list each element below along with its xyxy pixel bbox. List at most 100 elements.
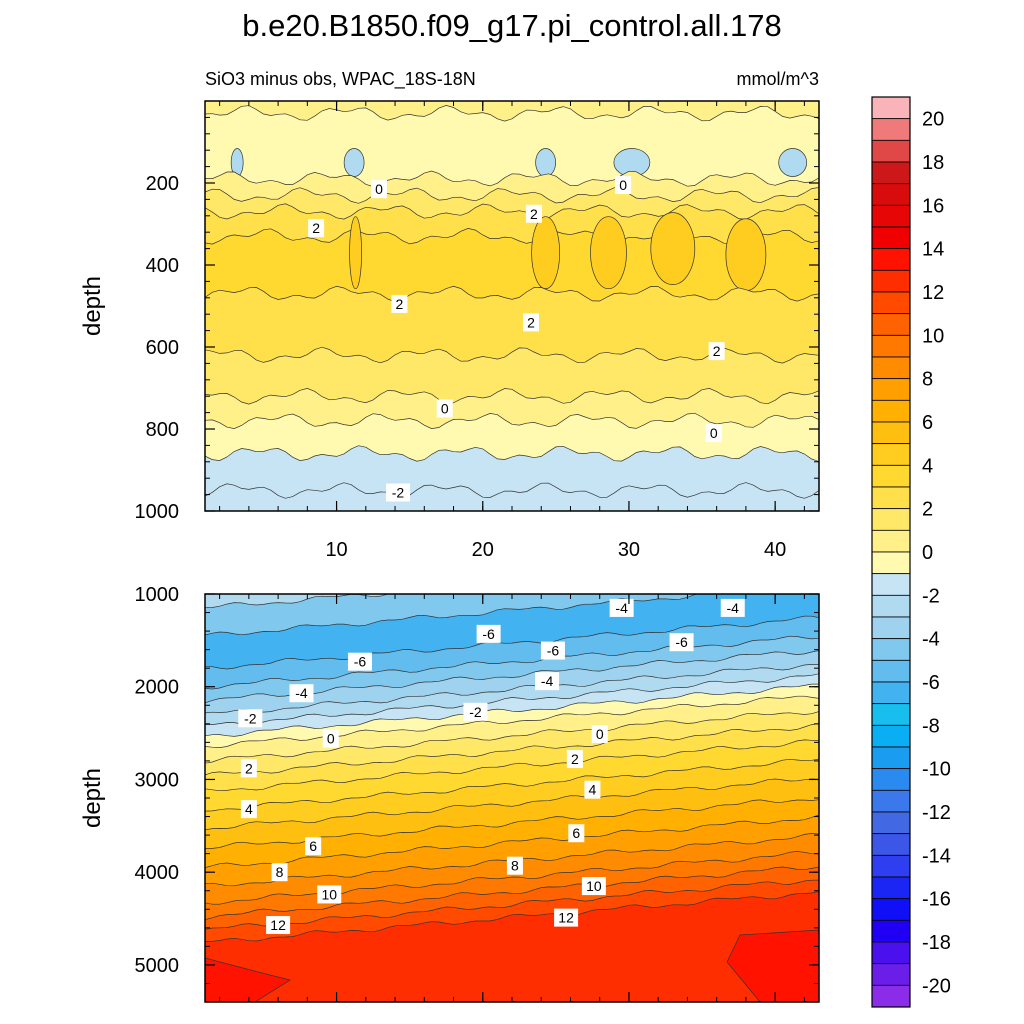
contour-label: 2 bbox=[245, 760, 253, 776]
contour-blob bbox=[650, 212, 696, 285]
colorbar-cell bbox=[871, 659, 911, 683]
contour-band bbox=[205, 482, 819, 511]
colorbar-cell bbox=[871, 443, 911, 466]
y-tick-label: 600 bbox=[146, 337, 179, 359]
contour-label: 2 bbox=[396, 296, 404, 312]
contour-label: 2 bbox=[571, 751, 579, 767]
colorbar-cell bbox=[871, 161, 911, 185]
contour-label: -4 bbox=[295, 685, 308, 701]
contour-label: -2 bbox=[244, 710, 257, 726]
contour-label: -6 bbox=[354, 654, 367, 670]
y-tick-label: 2000 bbox=[135, 677, 180, 699]
contour-label-box bbox=[391, 294, 408, 313]
contour-label: -2 bbox=[469, 704, 482, 720]
contour-label: 8 bbox=[511, 858, 519, 874]
y-tick-label: 5000 bbox=[135, 955, 180, 977]
colorbar-cell bbox=[871, 529, 911, 553]
contour-label: 0 bbox=[619, 177, 627, 193]
contour-label-box bbox=[523, 313, 540, 332]
contour-label-box bbox=[584, 780, 601, 799]
contour-label: 2 bbox=[312, 220, 320, 236]
colorbar-label: 2 bbox=[922, 499, 933, 521]
y-axis-label: depth bbox=[79, 768, 106, 828]
colorbar-cell bbox=[871, 204, 911, 228]
colorbar-cell bbox=[871, 594, 911, 618]
colorbar-cell bbox=[871, 768, 911, 791]
colorbar-label: 12 bbox=[922, 282, 944, 304]
contour-label-box bbox=[271, 863, 288, 882]
colorbar-label: 8 bbox=[922, 369, 933, 391]
x-tick-label: 40 bbox=[764, 539, 786, 561]
contour-label: 4 bbox=[589, 782, 597, 798]
y-tick-label: 4000 bbox=[135, 862, 180, 884]
contour-label-box bbox=[289, 684, 314, 703]
colorbar-cell bbox=[871, 183, 911, 206]
x-tick-label: 20 bbox=[472, 539, 494, 561]
colorbar-cell bbox=[871, 421, 911, 445]
colorbar-cell bbox=[871, 291, 911, 315]
contour-label-box bbox=[308, 219, 325, 238]
plot-area: 0 0 2 2 2 2 2 0 0 -2 bbox=[205, 101, 819, 511]
contour-label: 0 bbox=[710, 425, 718, 441]
contour-label: -6 bbox=[675, 634, 688, 650]
colorbar-label: -18 bbox=[922, 932, 951, 954]
y-tick-label: 1000 bbox=[135, 584, 180, 606]
colorbar-label: -14 bbox=[922, 845, 951, 867]
colorbar-cell bbox=[871, 551, 911, 575]
contour-label: -4 bbox=[541, 673, 554, 689]
contour-label-box bbox=[540, 641, 565, 660]
contour-label: 12 bbox=[270, 917, 286, 933]
colorbar-frame bbox=[871, 96, 911, 1008]
colorbar-label: -20 bbox=[922, 975, 951, 997]
colorbar-cell bbox=[871, 573, 911, 596]
units-label: mmol/m^3 bbox=[737, 69, 819, 89]
y-tick-label: 200 bbox=[146, 173, 179, 195]
contour-label-box bbox=[240, 800, 257, 819]
contour-label-box bbox=[554, 908, 579, 927]
colorbar-label: 16 bbox=[922, 195, 944, 217]
colorbar-cell bbox=[871, 919, 911, 943]
bottom-panel: -4 -4-6-6-6-6-4-4-2-200224466881010121210… bbox=[79, 584, 820, 1003]
contour-label-box bbox=[347, 652, 372, 671]
contour-blob bbox=[531, 216, 560, 290]
contour-label-box bbox=[609, 598, 634, 617]
chart-subtitle: SiO3 minus obs, WPAC_18S-18N bbox=[205, 69, 476, 90]
colorbar-cell bbox=[871, 118, 911, 141]
chart-title: b.e20.B1850.f09_g17.pi_control.all.178 bbox=[242, 8, 782, 43]
colorbar-label: 4 bbox=[922, 455, 933, 477]
contour-label-box bbox=[322, 729, 339, 748]
y-tick-label: 400 bbox=[146, 255, 179, 277]
contour-label-box bbox=[591, 725, 608, 744]
contour-blob bbox=[205, 957, 291, 1002]
contour-blob bbox=[535, 148, 556, 177]
y-tick-label: 1000 bbox=[135, 501, 180, 523]
contour-label: 2 bbox=[713, 343, 721, 359]
contour-label: 10 bbox=[586, 878, 602, 894]
colorbar-label: -10 bbox=[922, 759, 951, 781]
colorbar-cell bbox=[871, 746, 911, 770]
contour-label: 8 bbox=[276, 864, 284, 880]
colorbar-cell bbox=[871, 789, 911, 813]
contour-label: 4 bbox=[245, 801, 253, 817]
colorbar-cell bbox=[871, 616, 911, 640]
contour-blob bbox=[778, 148, 808, 177]
contour-label: -4 bbox=[727, 600, 740, 616]
contour-label: 6 bbox=[309, 838, 317, 854]
y-tick-label: 3000 bbox=[135, 769, 180, 791]
contour-label: 2 bbox=[530, 206, 538, 222]
contour-blob bbox=[343, 148, 365, 177]
contour-label-box bbox=[370, 180, 387, 199]
colorbar-cell bbox=[871, 724, 911, 748]
contour-label-box bbox=[317, 885, 342, 904]
contour-label-box bbox=[463, 702, 488, 721]
colorbar-label: 20 bbox=[922, 109, 944, 131]
contour-label-box bbox=[566, 750, 583, 769]
contour-label-box bbox=[705, 424, 722, 443]
contour-label-box bbox=[240, 759, 257, 778]
colorbar-cell bbox=[871, 898, 911, 921]
colorbar-cell bbox=[871, 876, 911, 900]
colorbar-label: -16 bbox=[922, 889, 951, 911]
contour-label: 0 bbox=[375, 181, 383, 197]
